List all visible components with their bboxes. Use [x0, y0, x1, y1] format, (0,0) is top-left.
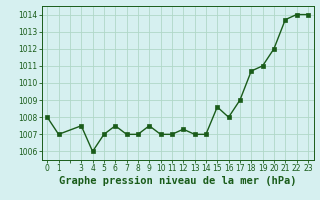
X-axis label: Graphe pression niveau de la mer (hPa): Graphe pression niveau de la mer (hPa)	[59, 176, 296, 186]
